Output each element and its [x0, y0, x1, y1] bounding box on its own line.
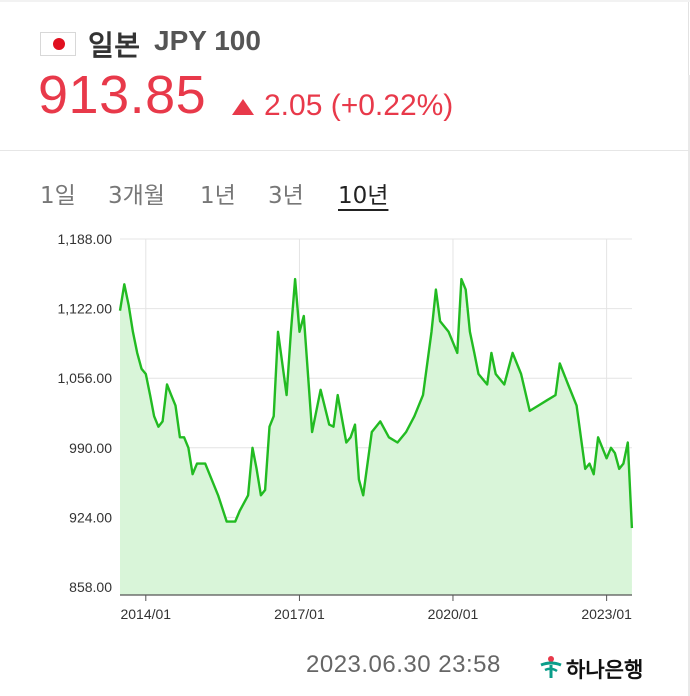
- y-tick-label: 858.00: [69, 579, 112, 595]
- y-tick-label: 1,122.00: [58, 301, 113, 317]
- up-triangle-icon: [232, 99, 254, 115]
- tab-3-years[interactable]: 3년: [268, 183, 304, 209]
- y-tick-label: 1,056.00: [58, 370, 113, 386]
- tab-3-months[interactable]: 3개월: [108, 183, 165, 209]
- y-axis: 1,188.00 1,122.00 1,056.00 990.00 924.00 858.…: [58, 231, 113, 595]
- top-divider: [0, 0, 690, 2]
- current-price: 913.85: [38, 65, 207, 125]
- y-tick-label: 1,188.00: [58, 231, 113, 247]
- rate-header: 일본 JPY 100 913.85 2.05 (+0.22%): [0, 0, 689, 151]
- currency-code: JPY 100: [154, 25, 261, 56]
- rate-chart: 1,188.00 1,122.00 1,056.00 990.00 924.00 858.…: [58, 231, 634, 622]
- y-tick-label: 924.00: [69, 509, 112, 525]
- hana-bank-logo-icon: [540, 656, 562, 678]
- bank-name: 하나은행: [566, 658, 644, 682]
- series-line: [118, 277, 634, 529]
- x-axis: 2014/01 2017/01 2020/01 2023/01: [120, 594, 632, 622]
- price-change: 2.05 (+0.22%): [264, 89, 454, 122]
- area-fill: [120, 279, 632, 595]
- japan-flag-icon: [40, 32, 76, 56]
- x-tick-label: 2014/01: [120, 606, 171, 622]
- right-edge-divider: [688, 75, 690, 696]
- tab-1-year[interactable]: 1년: [200, 183, 236, 209]
- x-tick-label: 2023/01: [581, 606, 632, 622]
- currency-name: 일본: [88, 29, 141, 62]
- x-tick-label: 2020/01: [428, 606, 479, 622]
- y-tick-label: 990.00: [69, 440, 112, 456]
- x-tick-label: 2017/01: [274, 606, 325, 622]
- tab-1-day[interactable]: 1일: [40, 183, 76, 209]
- tab-10-years[interactable]: 10년: [338, 183, 389, 209]
- update-timestamp: 2023.06.30 23:58: [306, 651, 501, 678]
